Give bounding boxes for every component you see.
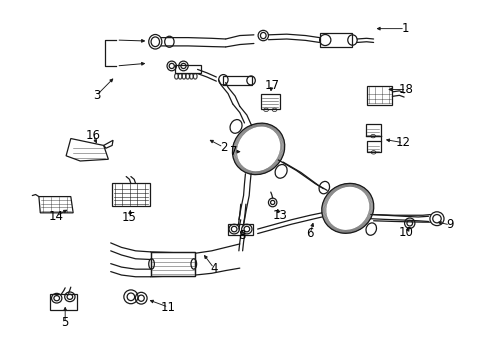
Text: 4: 4	[210, 262, 217, 275]
Text: 1: 1	[401, 22, 408, 35]
Polygon shape	[103, 140, 113, 148]
Text: 8: 8	[238, 229, 245, 242]
Text: 9: 9	[446, 219, 453, 231]
Text: 11: 11	[161, 301, 176, 314]
Polygon shape	[112, 184, 149, 206]
Text: 2: 2	[219, 141, 226, 154]
Text: 5: 5	[61, 316, 69, 329]
Bar	[365, 124, 380, 136]
Bar	[150, 252, 195, 276]
Bar	[366, 141, 380, 152]
Bar	[227, 224, 252, 235]
Text: 18: 18	[398, 83, 413, 96]
Bar	[50, 294, 77, 310]
Bar	[261, 94, 279, 109]
Text: 6: 6	[306, 227, 313, 240]
Bar	[366, 86, 391, 105]
Text: 10: 10	[398, 226, 413, 239]
Bar	[175, 65, 201, 73]
Text: 16: 16	[86, 129, 101, 142]
Text: 14: 14	[48, 210, 63, 223]
Bar	[150, 252, 195, 276]
Text: 13: 13	[272, 209, 286, 222]
Polygon shape	[39, 197, 73, 213]
Text: 12: 12	[395, 136, 410, 149]
Text: 3: 3	[93, 89, 100, 102]
Text: 7: 7	[230, 145, 238, 158]
Polygon shape	[66, 139, 108, 161]
Bar	[223, 76, 251, 85]
Text: 15: 15	[122, 211, 137, 224]
Text: 17: 17	[264, 80, 279, 93]
